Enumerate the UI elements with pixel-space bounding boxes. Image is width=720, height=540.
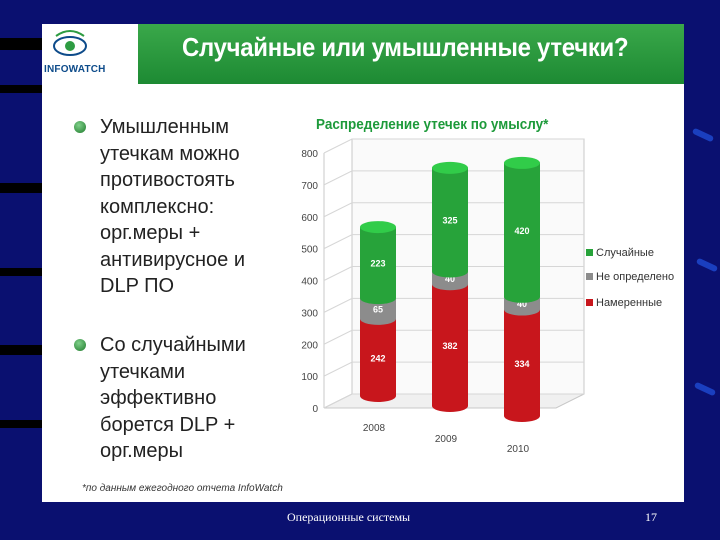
x-tick-label: 2008 [363,423,386,434]
bg-stripe [0,38,44,50]
bar-segment [504,162,540,303]
footer-title: Операционные системы [287,510,411,524]
data-label: 382 [442,341,457,351]
bullet-icon [74,339,86,351]
bar-segment [360,298,396,325]
legend-swatch [586,273,593,280]
legend-label: Не определено [596,271,674,283]
y-tick-label: 800 [301,149,318,160]
x-tick-label: 2009 [435,434,458,445]
data-label: 40 [517,299,527,309]
bar-segment [432,284,468,412]
bg-stripe [0,183,44,193]
data-label: 420 [514,226,529,236]
chart: 0 100 200 300 400 500 600 700 800 242 65 223 2008 382… [301,138,674,455]
bar-segment [432,167,468,278]
gridline [323,138,584,154]
data-label: 334 [514,359,529,369]
bg-dash [695,257,719,273]
bullet-text-2: Со случайными утечками эффективно боретс… [100,334,246,462]
legend-swatch [586,299,593,306]
bg-stripe [0,345,44,355]
y-tick-label: 400 [301,277,318,288]
bullet-text-1: Умышленным утечкам можно противостоять к… [100,116,245,297]
bullet-icon [74,121,86,133]
bg-dash [691,127,715,143]
logo-text: INFOWATCH [44,64,106,75]
data-label: 242 [370,353,385,363]
header-bar [138,24,684,84]
bar-top [432,161,468,174]
y-tick-label: 100 [301,372,318,383]
y-tick-label: 500 [301,245,318,256]
bar-segment [360,318,396,402]
slide: INFOWATCH Случайные или умышленные утечк… [42,24,684,502]
footnote: *по данным ежегодного отчета InfoWatch [82,483,283,494]
data-label: 325 [442,216,457,226]
chart-title: Распределение утечек по умыслу* [316,116,549,133]
legend-label: Случайные [596,247,654,259]
header: INFOWATCH Случайные или умышленные утечк… [42,24,684,84]
eye-icon [53,30,87,56]
legend-swatch [586,249,593,256]
data-label: 40 [445,274,455,284]
y-tick-label: 300 [301,308,318,319]
bar-top [504,156,540,169]
bar-segment [360,227,396,305]
x-tick-label: 2010 [507,444,530,455]
logo: INFOWATCH [42,28,134,80]
legend-label: Намеренные [596,297,662,309]
bar-top [360,221,396,234]
data-label: 223 [370,259,385,269]
bg-stripe [0,268,44,276]
slide-title: Случайные или умышленные утечки? [182,32,629,62]
data-label: 65 [373,305,383,315]
bg-stripe [0,420,44,428]
y-tick-label: 200 [301,340,318,351]
page-number: 17 [645,510,657,524]
bg-stripe [0,85,44,93]
y-tick-label: 600 [301,213,318,224]
bar-segment [504,309,540,422]
y-tick-label: 0 [312,404,318,415]
bg-dash [693,381,717,397]
y-tick-label: 700 [301,181,318,192]
